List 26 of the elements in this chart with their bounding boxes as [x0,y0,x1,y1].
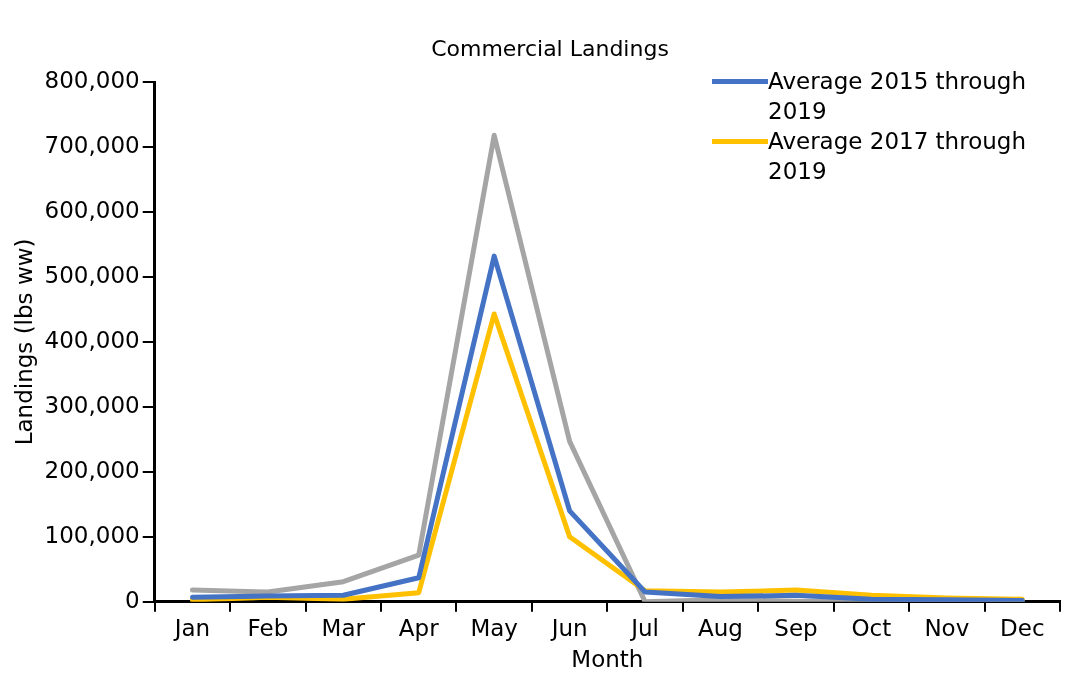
x-tick-label: Feb [247,614,289,641]
y-tick-label: 400,000 [44,326,140,353]
x-tick-label: Apr [398,614,440,641]
y-tick-label: 0 [125,586,140,613]
legend-label: Average 2015 through 2019 [768,67,1027,126]
chart-title: Commercial Landings [430,36,670,61]
x-axis-title: Month [571,646,644,673]
y-tick-label: 600,000 [44,196,140,223]
x-tick-label: May [470,614,518,641]
y-tick-label: 200,000 [44,456,140,483]
x-tick-label: Aug [698,614,743,641]
y-tick-label: 700,000 [44,131,140,158]
x-tick-label: Jun [549,614,588,641]
x-tick-label: Nov [924,614,970,641]
y-tick-label: 300,000 [44,391,140,418]
x-tick-label: Jul [629,614,659,641]
y-tick-label: 100,000 [44,521,140,548]
x-tick-label: Dec [1000,614,1045,641]
y-tick-label: 800,000 [44,66,140,93]
x-tick-label: Mar [321,614,366,641]
x-tick-label: Jan [172,614,211,641]
y-tick-label: 500,000 [44,261,140,288]
x-tick-label: Oct [851,614,892,641]
legend-label: Average 2017 through 2019 [768,127,1027,186]
y-axis-title: Landings (lbs ww) [10,238,37,446]
x-tick-label: Sep [774,614,818,641]
